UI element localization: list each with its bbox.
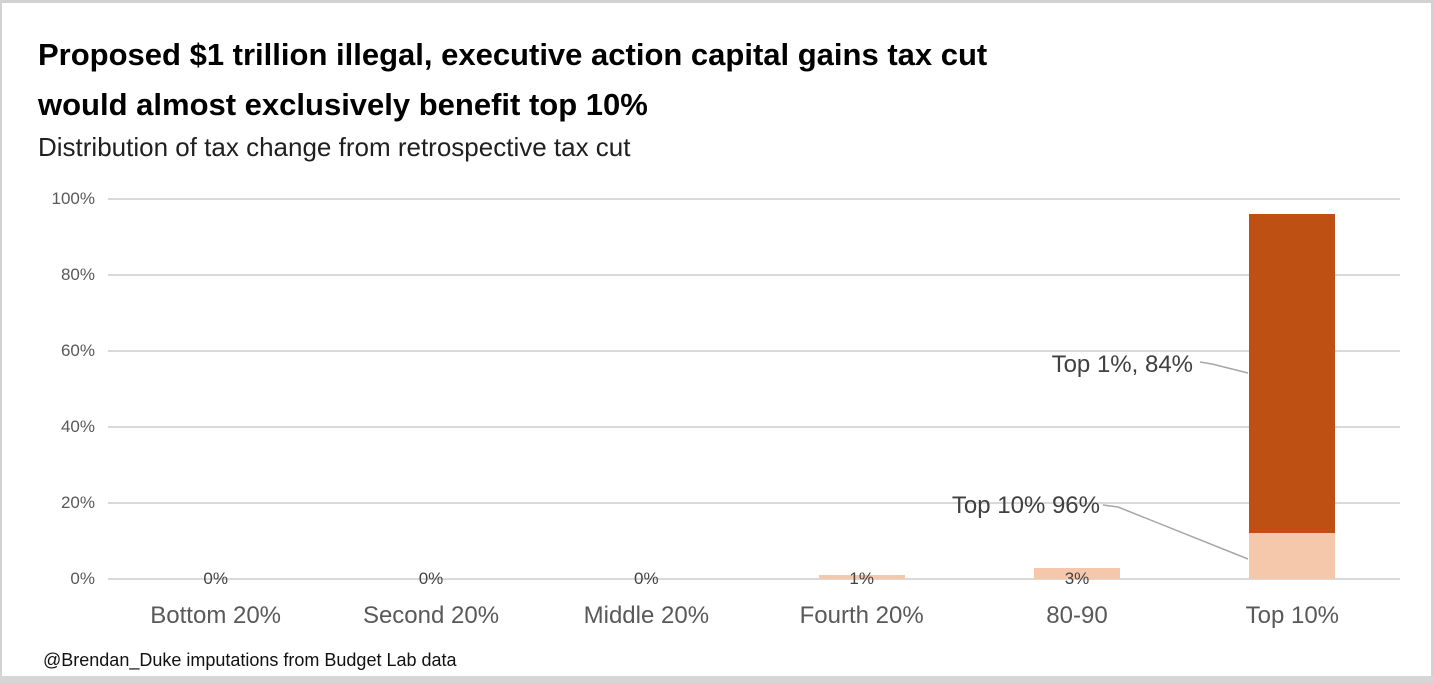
- gridline-20%: [108, 502, 1400, 504]
- gridline-60%: [108, 350, 1400, 352]
- gridline-80%: [108, 274, 1400, 276]
- chart-subtitle: Distribution of tax change from retrospe…: [38, 132, 631, 162]
- y-axis-tick-0%: 0%: [70, 569, 95, 588]
- leader-line-top10: [1102, 504, 1249, 560]
- window-border-top: [0, 0, 1434, 3]
- data-label-middle-20-: 0%: [634, 569, 659, 588]
- chart-title-line1: Proposed $1 trillion illegal, executive …: [38, 37, 988, 72]
- leader-line-top1: [1199, 361, 1249, 374]
- data-label-bottom-20-: 0%: [203, 569, 228, 588]
- data-label-second-20-: 0%: [418, 569, 444, 588]
- y-axis-tick-60%: 60%: [60, 341, 95, 360]
- gridline-0%: [108, 578, 1400, 580]
- gridline-40%: [108, 426, 1400, 428]
- x-axis-label-fourth-20-: Fourth 20%: [799, 602, 924, 629]
- data-label-fourth-20-: 1%: [849, 569, 874, 588]
- bar-top-10--seg1: [1249, 214, 1336, 534]
- bar-top-10--seg0: [1249, 533, 1336, 579]
- annotation-top10: Top 10% 96%: [951, 492, 1100, 519]
- window-border-right: [1431, 0, 1434, 683]
- x-axis-label-second-20-: Second 20%: [362, 602, 500, 629]
- source-note: @Brendan_Duke imputations from Budget La…: [43, 650, 457, 670]
- gridline-100%: [108, 198, 1400, 200]
- chart-title-line2: would almost exclusively benefit top 10%: [38, 87, 648, 122]
- y-axis-tick-20%: 20%: [60, 493, 95, 512]
- y-axis-tick-80%: 80%: [60, 265, 95, 284]
- x-axis-label-bottom-20-: Bottom 20%: [150, 602, 282, 629]
- bar-80-90-seg0: [1034, 567, 1120, 579]
- window-border-bottom: [0, 676, 1434, 683]
- window-border-left: [0, 0, 2, 683]
- x-axis-label-80-90: 80-90: [1046, 602, 1108, 629]
- data-label-80-90: 3%: [1064, 569, 1090, 588]
- x-axis-label-top-10-: Top 10%: [1245, 602, 1340, 629]
- annotation-top1: Top 1%, 84%: [1051, 351, 1193, 378]
- y-axis-tick-100%: 100%: [51, 189, 95, 208]
- chart-title: Proposed $1 trillion illegal, executive …: [38, 30, 1378, 130]
- y-axis-tick-40%: 40%: [60, 417, 95, 436]
- x-axis-label-middle-20-: Middle 20%: [583, 602, 710, 629]
- bar-fourth-20--seg0: [818, 575, 905, 579]
